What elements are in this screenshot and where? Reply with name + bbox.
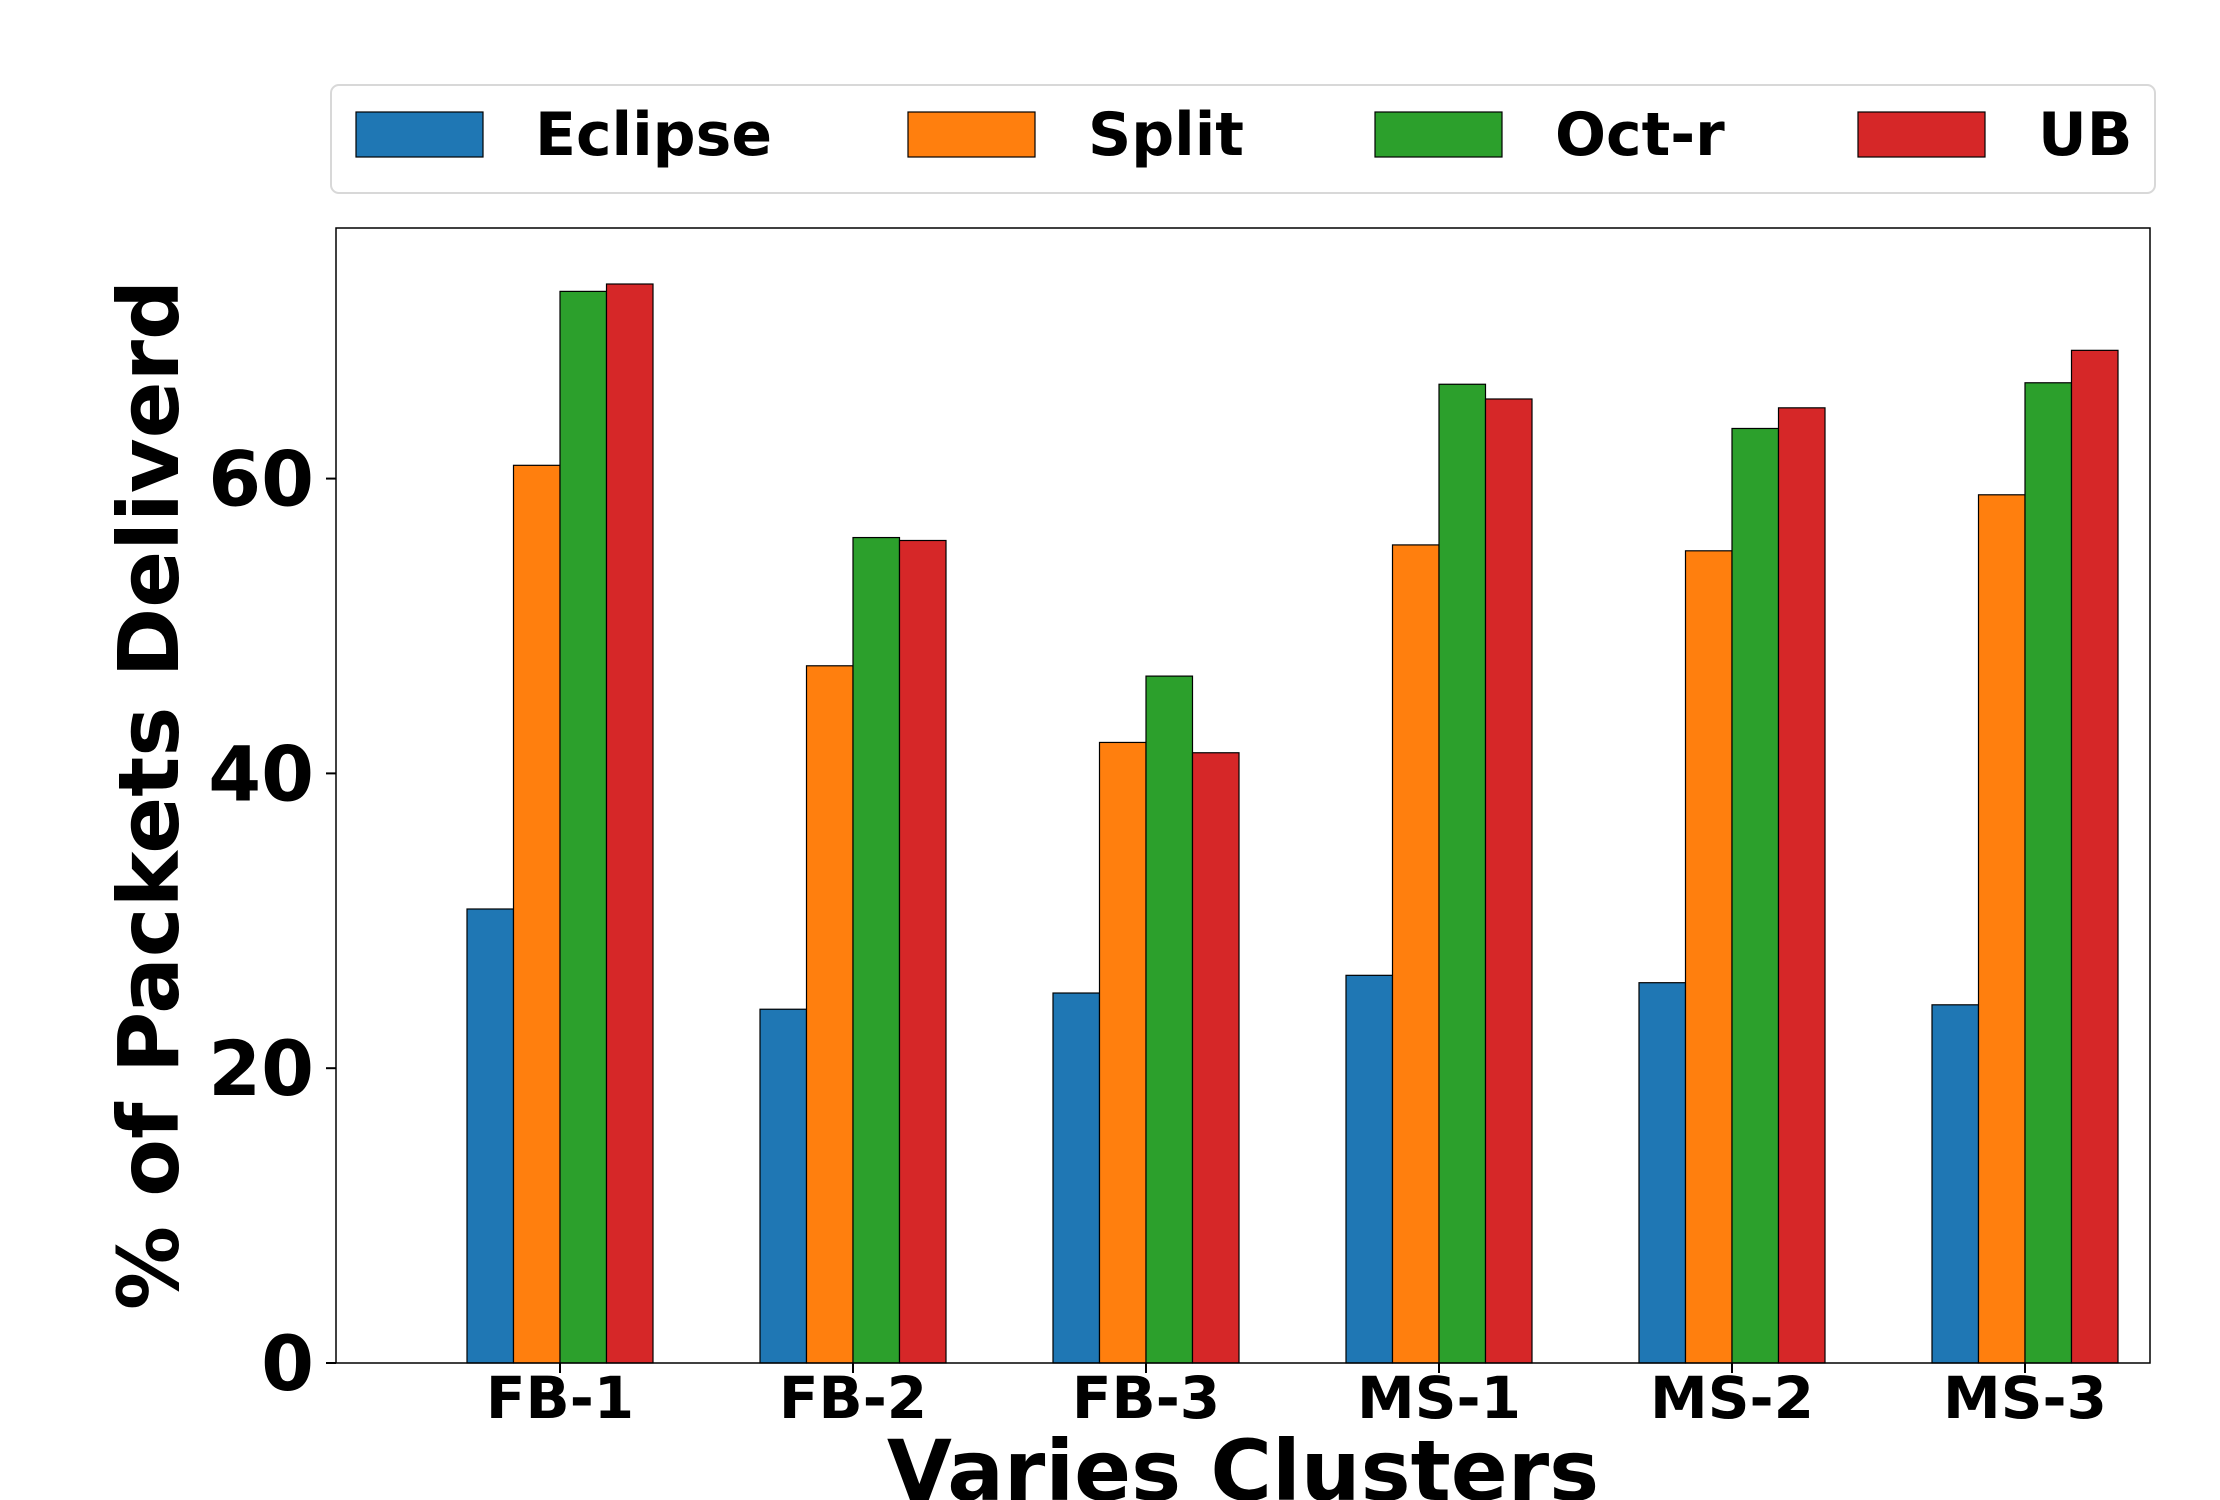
legend-label-oct-r: Oct-r [1555,100,1725,170]
x-tick-label: FB-1 [486,1364,634,1432]
x-tick-label: FB-3 [1072,1364,1220,1432]
y-tick-label: 40 [208,729,314,818]
bar-ub-ms-3 [2070,349,2119,1364]
legend-label-eclipse: Eclipse [535,100,772,170]
bars-layer [466,283,2119,1364]
bar-oct-r-ms-1 [1438,383,1487,1364]
x-tick-label: MS-2 [1650,1364,1814,1432]
plot-frame [335,227,2151,1364]
bar-oct-r-ms-2 [1731,427,1780,1364]
legend-swatch-oct-r [1374,111,1503,158]
legend-swatch-ub [1857,111,1986,158]
x-tick-label: MS-3 [1943,1364,2107,1432]
x-tick-label: FB-2 [779,1364,927,1432]
legend-label-ub: UB [2038,100,2132,170]
bar-eclipse-ms-1 [1345,974,1394,1364]
bar-ub-ms-2 [1777,407,1826,1364]
bar-split-fb-3 [1098,741,1147,1364]
bar-split-ms-2 [1684,550,1733,1364]
bar-eclipse-ms-2 [1638,982,1687,1364]
bar-ub-fb-3 [1191,752,1240,1364]
y-axis: 0 20 40 60 [208,435,336,1408]
bar-eclipse-fb-2 [759,1008,808,1364]
bar-split-fb-2 [805,665,854,1364]
bar-ub-ms-1 [1484,398,1533,1364]
y-tick-label: 20 [208,1024,314,1113]
y-tick-label: 60 [208,435,314,524]
legend-swatch-split [907,111,1036,158]
bar-oct-r-fb-1 [559,290,608,1364]
x-axis-label: Varies Clusters [887,1422,1599,1500]
y-axis-label: % of Packets Deliverd [100,280,198,1310]
bar-ub-fb-2 [898,539,947,1364]
bar-eclipse-ms-3 [1931,1004,1980,1364]
legend-swatch-eclipse [355,111,484,158]
legend-label-split: Split [1088,100,1244,170]
legend-frame [330,84,2156,194]
legend: Eclipse Split Oct-r UB [330,84,2156,194]
y-tick-label: 0 [261,1319,314,1408]
bar-eclipse-fb-1 [466,908,515,1364]
bar-split-fb-1 [512,464,561,1364]
bar-oct-r-fb-3 [1145,675,1194,1364]
x-tick-label: MS-1 [1357,1364,1521,1432]
bar-oct-r-fb-2 [852,536,901,1364]
bar-split-ms-1 [1391,544,1440,1364]
bar-ub-fb-1 [605,283,654,1364]
bar-oct-r-ms-3 [2024,382,2073,1364]
x-axis: FB-1 FB-2 FB-3 MS-1 MS-2 MS-3 [486,1363,2107,1432]
bar-eclipse-fb-3 [1052,992,1101,1364]
bar-split-ms-3 [1977,494,2026,1364]
